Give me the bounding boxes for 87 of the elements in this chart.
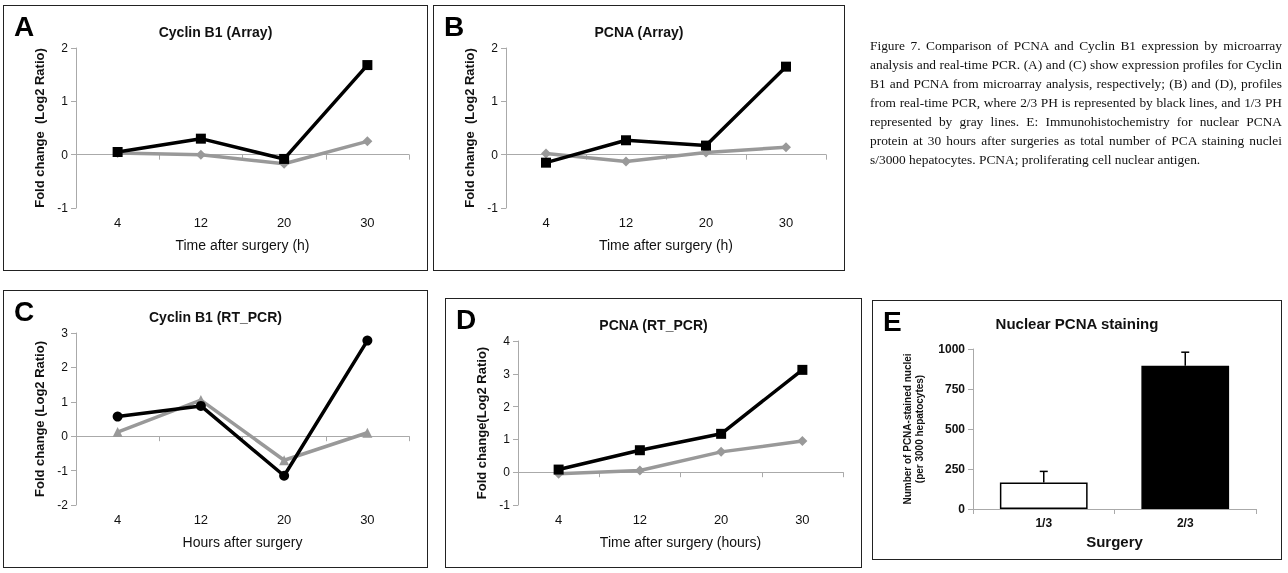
y-tick-label: -1 (487, 201, 499, 215)
y-tick-label: -2 (57, 498, 69, 512)
y-axis-title: Number of PCNA-stained nuclei (per 3000 hepatocytes) (901, 353, 925, 505)
point (701, 140, 711, 151)
x-tick-label: 20 (713, 512, 729, 527)
y-tick-label: -1 (499, 498, 511, 512)
chart-title: PCNA (RT_PCR) (599, 317, 708, 333)
x-axis-title: Time after surgery (h) (175, 237, 310, 253)
x-tick-label: 4 (542, 215, 550, 230)
point (279, 153, 290, 164)
y-tick-label: 0 (958, 502, 966, 516)
y-tick-label: 2 (503, 399, 511, 414)
point (797, 436, 808, 447)
y-tick-label: 0 (491, 147, 499, 162)
x-tick-label: 12 (632, 512, 648, 527)
text: A (14, 10, 35, 42)
point (362, 136, 373, 147)
point (634, 445, 645, 456)
y-tick-label: 3 (503, 366, 511, 381)
text: C (14, 295, 35, 327)
y-tick-label: 750 (944, 382, 966, 396)
x-tick-label: 12 (193, 215, 209, 230)
y-tick-label: 2 (61, 41, 69, 55)
y-tick-label: 500 (944, 422, 966, 436)
y-tick-label: 2 (61, 360, 69, 375)
x-tick-label: 4 (114, 512, 122, 527)
x-tick-label: 12 (193, 512, 209, 527)
point (781, 142, 791, 153)
point (797, 364, 808, 375)
y-tick-label: -1 (57, 201, 69, 215)
x-tick-label: 12 (618, 215, 634, 230)
x-tick-label: 30 (360, 215, 375, 230)
x-axis-title: Time after surgery (hours) (599, 534, 762, 550)
y-tick-label: 0 (61, 147, 69, 162)
point (781, 61, 791, 72)
point (621, 156, 631, 167)
point (112, 411, 123, 422)
point (279, 470, 290, 481)
y-axis-title: Fold change (Log2 Ratio) (462, 48, 478, 208)
point (195, 133, 206, 144)
chart-title: PCNA (Array) (594, 24, 684, 40)
point (362, 427, 373, 438)
y-tick-label: 1 (61, 394, 69, 409)
x-tick-label: 20 (276, 512, 292, 527)
point (553, 464, 564, 475)
chart-title: Nuclear PCNA staining (995, 315, 1159, 332)
point (621, 135, 631, 146)
x-axis-title: Hours after surgery (182, 534, 303, 550)
y-tick-label: 1000 (938, 342, 966, 356)
text: D (456, 303, 477, 335)
caption: Figure 7. Comparison of PCNA and Cyclin B1 expression by microarray analysis and real-time PCR. (A) and (C) show expression profiles for Cyclin B1 and PCNA from microarray analysis, respectively; (B) and (D), profiles from real-time PCR, where 2/3 PH is represented by black lines, and 1/3 PH represented by gray lines. E: Immunohistochemistry for nuclear PCNA protein at 30 hours after surgeries as total number of PCA staining nuclei s/3000 hepatocytes. PCNA; proliferating cell nuclear antigen. (870, 37, 1282, 169)
x-tick-label: 20 (276, 215, 292, 230)
point (541, 157, 551, 168)
point (195, 400, 206, 411)
chart-title: Cyclin B1 (RT_PCR) (148, 309, 283, 325)
y-tick-label: 3 (61, 326, 69, 340)
x-axis-title: Surgery (1086, 532, 1144, 550)
point (716, 428, 727, 439)
y-tick-label: -1 (57, 463, 69, 478)
text: B (444, 10, 465, 42)
y-tick-label: 1 (491, 94, 499, 109)
y-axis-title: Fold change(Log2 Ratio) (474, 346, 490, 500)
y-tick-label: 0 (61, 429, 69, 444)
point (279, 455, 290, 466)
text: E (883, 305, 902, 337)
y-tick-label: 1 (61, 94, 69, 109)
x-axis-title: Time after surgery (h) (598, 237, 734, 253)
x-tick-label: 30 (778, 215, 794, 230)
chart-title: Cyclin B1 (Array) (158, 24, 273, 40)
y-tick-label: 0 (503, 465, 511, 480)
y-tick-label: 2 (491, 41, 499, 55)
y-axis-title: Fold change (Log2 Ratio) (32, 341, 48, 497)
y-axis-title: Fold change (Log2 Ratio) (32, 48, 48, 208)
y-tick-label: 1 (503, 432, 511, 447)
x-tick-label: 1/3 (1035, 516, 1053, 530)
y-tick-label: 4 (503, 334, 511, 348)
x-tick-label: 4 (555, 512, 563, 527)
point (541, 148, 551, 159)
x-tick-label: 20 (698, 215, 714, 230)
point (112, 427, 123, 438)
point (362, 60, 373, 71)
x-tick-label: 2/3 (1176, 516, 1194, 530)
x-tick-label: 4 (114, 215, 122, 230)
point (362, 335, 373, 346)
y-tick-label: 250 (944, 462, 966, 476)
x-tick-label: 30 (795, 512, 810, 527)
x-tick-label: 30 (360, 512, 375, 527)
